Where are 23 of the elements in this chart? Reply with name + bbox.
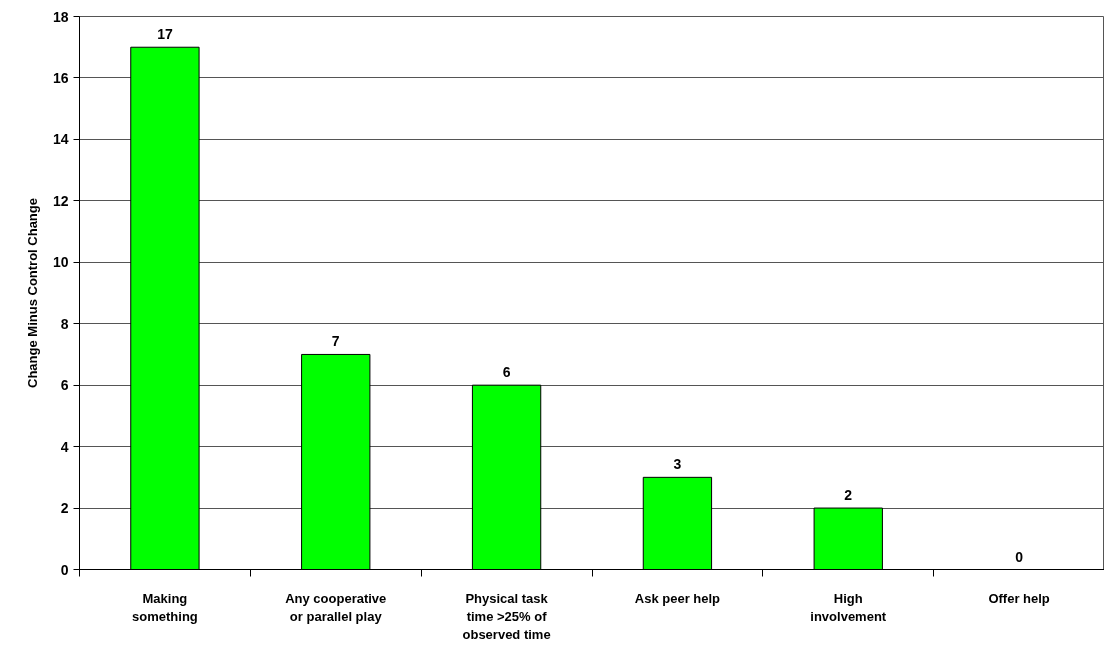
x-tick-label: High involvement bbox=[810, 590, 887, 624]
y-tick-label: 0 bbox=[60, 561, 69, 578]
data-label: 7 bbox=[331, 333, 340, 350]
y-tick-label: 2 bbox=[60, 500, 69, 517]
y-tick-label: 14 bbox=[52, 131, 69, 148]
data-label: 17 bbox=[157, 26, 173, 43]
y-tick-label: 8 bbox=[60, 315, 69, 332]
y-tick-label: 10 bbox=[52, 254, 69, 271]
x-tick-label: Physical task time >25% of observed time bbox=[462, 590, 551, 642]
y-tick-label: 12 bbox=[52, 192, 69, 209]
x-tick-label: Ask peer help bbox=[634, 590, 721, 606]
data-label: 6 bbox=[502, 364, 511, 381]
y-axis-title: Change Minus Control Change bbox=[24, 198, 40, 388]
data-label: 0 bbox=[1015, 548, 1024, 565]
data-label: 2 bbox=[844, 487, 853, 504]
y-tick-label: 4 bbox=[60, 438, 69, 455]
x-tick-label: Making something bbox=[132, 590, 198, 624]
y-tick-label: 16 bbox=[52, 69, 69, 86]
data-label: 3 bbox=[673, 456, 682, 473]
x-tick-label: Any cooperative or parallel play bbox=[285, 590, 387, 624]
y-tick-label: 6 bbox=[60, 377, 69, 394]
x-tick-label: Offer help bbox=[988, 590, 1050, 606]
y-tick-label: 18 bbox=[52, 8, 69, 25]
